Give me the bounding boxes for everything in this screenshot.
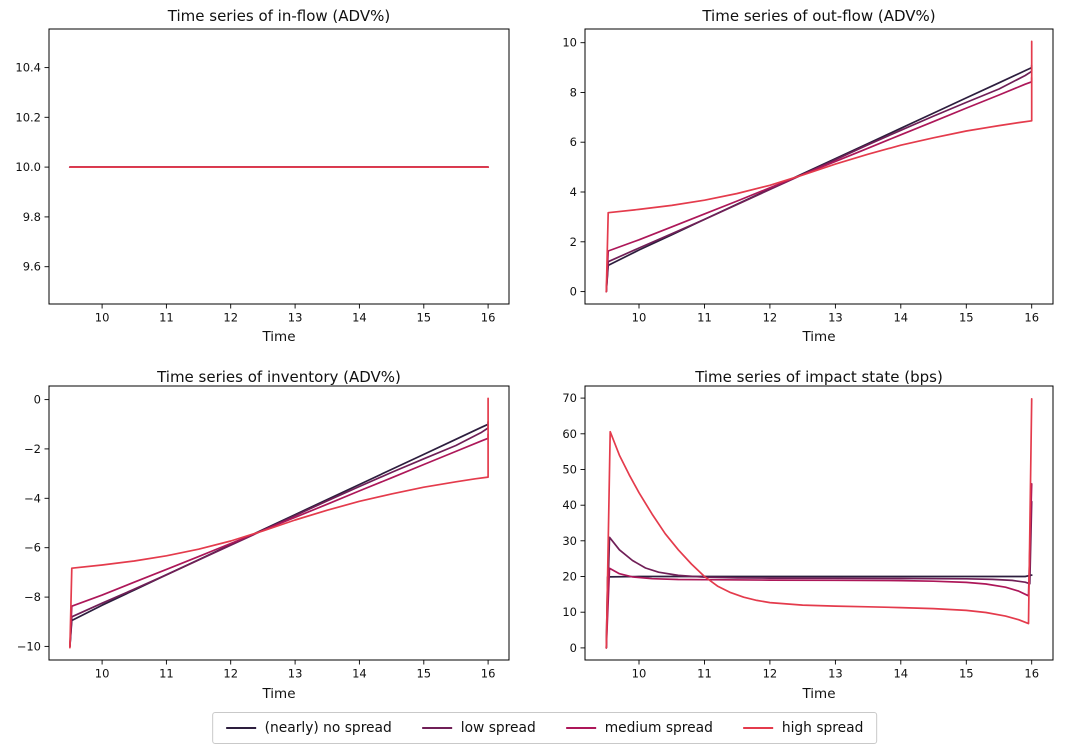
x-tick-label: 16	[1024, 667, 1039, 681]
plot-frame	[48, 385, 510, 661]
legend-item-low-spread: low spread	[421, 720, 536, 736]
subplot-in-flow: 10 11 12 13 14 15 16 9.6 9.8 10.0 10.2 10.4 Time se…	[0, 0, 544, 365]
subplot-inventory: 10 11 12 13 14 15 16 −10 −8 −6 −4 −2 0 Time series o…	[0, 365, 544, 710]
y-tick-label: 60	[562, 427, 577, 441]
chart-title-inventory: Time series of inventory (ADV%)	[157, 368, 401, 386]
series-line	[605, 40, 1033, 293]
x-axis-label: Time	[802, 686, 836, 702]
chart-title-impact-state: Time series of impact state (bps)	[695, 368, 943, 386]
y-tick-label: 40	[562, 498, 577, 512]
y-tick-label: 50	[562, 463, 577, 477]
y-tick-label: −4	[24, 491, 41, 505]
y-tick-label: 10.2	[15, 110, 41, 124]
y-tick-label: 2	[570, 235, 577, 249]
plot-inventory: 10 11 12 13 14 15 16 −10 −8 −6 −4 −2 0	[17, 385, 510, 681]
x-tick-label: 14	[893, 667, 908, 681]
legend-line-swatch	[421, 726, 452, 730]
legend-item-no-spread: (nearly) no spread	[225, 720, 392, 736]
y-tick-label: 10.4	[15, 61, 41, 75]
legend-item-medium-spread: medium spread	[565, 720, 713, 736]
plot-in-flow: 10 11 12 13 14 15 16 9.6 9.8 10.0 10.2 10.4	[15, 28, 510, 325]
chart-title-out-flow: Time series of out-flow (ADV%)	[702, 7, 936, 25]
legend-line-swatch	[742, 726, 773, 730]
x-tick-label: 12	[763, 311, 778, 325]
x-tick-label: 10	[632, 311, 647, 325]
legend-label: medium spread	[604, 720, 713, 736]
x-tick-label: 16	[1024, 311, 1039, 325]
plot-frame	[48, 28, 510, 305]
x-tick-label: 14	[352, 311, 367, 325]
legend-item-high-spread: high spread	[742, 720, 864, 736]
y-tick-label: 10.0	[15, 160, 41, 174]
x-tick-label: 15	[959, 667, 974, 681]
x-tick-label: 13	[288, 311, 303, 325]
plot-out-flow: 10 11 12 13 14 15 16 0 2 4 6 8 10	[562, 28, 1054, 325]
x-tick-label: 16	[481, 311, 496, 325]
x-axis-label: Time	[262, 686, 296, 702]
legend-line-swatch	[565, 726, 596, 730]
legend-label: high spread	[781, 720, 864, 736]
series-line	[605, 574, 1033, 649]
y-tick-label: 70	[562, 391, 577, 405]
plot-frame	[584, 385, 1054, 661]
plot-frame	[584, 28, 1054, 305]
series-line	[605, 500, 1033, 649]
x-axis-label: Time	[262, 329, 296, 345]
series-line	[605, 64, 1033, 293]
x-tick-label: 11	[697, 667, 712, 681]
y-tick-label: 4	[570, 185, 577, 199]
x-tick-label: 15	[416, 667, 431, 681]
x-tick-label: 10	[95, 667, 110, 681]
x-tick-label: 11	[159, 667, 174, 681]
legend-label: low spread	[460, 720, 536, 736]
y-tick-label: −10	[17, 639, 41, 653]
y-tick-label: 9.8	[23, 210, 41, 224]
y-tick-label: 8	[570, 86, 577, 100]
x-tick-label: 13	[828, 667, 843, 681]
x-tick-label: 10	[95, 311, 110, 325]
y-tick-label: 0	[570, 285, 577, 299]
y-tick-label: 20	[562, 570, 577, 584]
subplot-out-flow: 10 11 12 13 14 15 16 0 2 4 6 8 10 Time series of out…	[545, 0, 1089, 365]
subplot-impact-state: 10 11 12 13 14 15 16 0 10 20 30 40 50 60 70 Time serie…	[545, 365, 1089, 710]
x-tick-label: 12	[763, 667, 778, 681]
y-tick-label: 0	[34, 393, 41, 407]
legend-line-swatch	[225, 726, 256, 730]
x-tick-label: 11	[697, 311, 712, 325]
x-tick-label: 11	[159, 311, 174, 325]
y-tick-label: 0	[570, 641, 577, 655]
y-tick-label: −2	[24, 442, 41, 456]
x-tick-label: 12	[223, 311, 238, 325]
legend-label: (nearly) no spread	[264, 720, 392, 736]
y-tick-label: 6	[570, 135, 577, 149]
x-tick-label: 14	[352, 667, 367, 681]
series-line	[69, 433, 489, 648]
series-line	[605, 76, 1033, 293]
x-tick-label: 15	[416, 311, 431, 325]
x-tick-label: 10	[632, 667, 647, 681]
chart-title-in-flow: Time series of in-flow (ADV%)	[167, 7, 391, 25]
y-tick-label: 30	[562, 534, 577, 548]
legend: (nearly) no spread low spread medium spr…	[211, 712, 878, 744]
y-tick-label: −6	[24, 541, 41, 555]
series-line	[69, 397, 489, 649]
x-tick-label: 16	[481, 667, 496, 681]
series-line	[605, 482, 1033, 649]
x-tick-label: 13	[288, 667, 303, 681]
series-line	[605, 66, 1033, 293]
y-tick-label: 10	[562, 605, 577, 619]
series-line	[69, 423, 489, 648]
x-tick-label: 14	[893, 311, 908, 325]
series-line	[69, 420, 489, 648]
x-tick-label: 15	[959, 311, 974, 325]
x-axis-label: Time	[802, 329, 836, 345]
series-line	[605, 397, 1033, 649]
y-tick-label: 9.6	[23, 260, 41, 274]
y-tick-label: 10	[562, 36, 577, 50]
plot-impact-state: 10 11 12 13 14 15 16 0 10 20 30 40 50 60 70	[562, 385, 1054, 681]
y-tick-label: −8	[24, 590, 41, 604]
x-tick-label: 12	[223, 667, 238, 681]
x-tick-label: 13	[828, 311, 843, 325]
